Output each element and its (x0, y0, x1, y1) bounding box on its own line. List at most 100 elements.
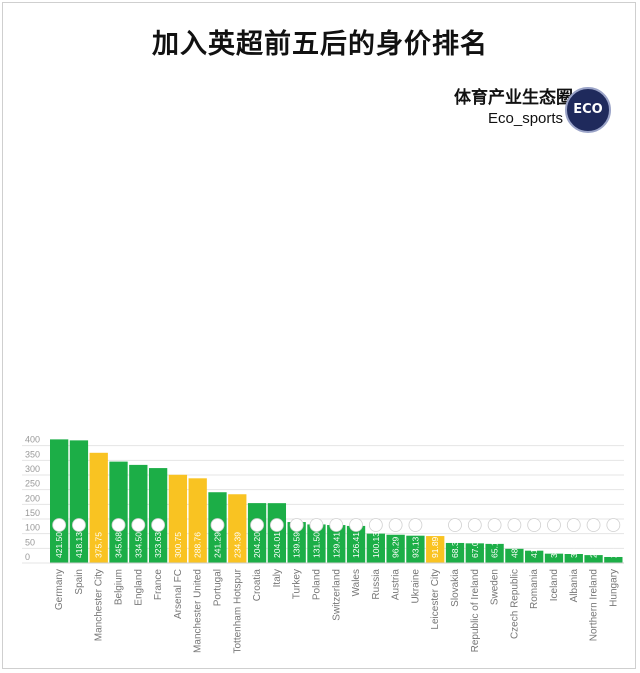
bar-value-label: 93.13 (410, 536, 420, 558)
bar (485, 543, 504, 563)
bar (129, 464, 148, 563)
x-tick-label: Manchester United (193, 569, 204, 653)
flag-austria-icon (388, 518, 403, 532)
eco-logo-icon: ECO (565, 87, 611, 133)
x-tick-label: Italy (272, 569, 283, 587)
x-tick-label: Germany (54, 569, 65, 610)
bar-value-label: 375.75 (94, 532, 104, 558)
bar-value-label: 418.13 (74, 532, 84, 558)
bar (544, 553, 564, 563)
bar-value-label: 139.59 (292, 532, 302, 558)
x-tick-label: Iceland (549, 569, 560, 601)
bar-value-label: 26.94 (589, 536, 599, 558)
bar-value-label: 67.02 (470, 536, 480, 558)
bar (426, 536, 445, 563)
bar-value-label: 68.33 (450, 536, 460, 558)
bar (386, 534, 405, 563)
flag-romania-icon (527, 518, 542, 532)
bar (525, 550, 544, 563)
bar (406, 535, 425, 563)
bar-value-label: 204.20 (252, 532, 262, 558)
flag-russia-icon (368, 518, 383, 532)
bar (287, 522, 306, 563)
flag-france-icon (151, 518, 166, 532)
flag-czech-republic-icon (507, 518, 522, 532)
x-tick-label: Republic of Ireland (470, 569, 481, 652)
brand-name-en: Eco_sports (488, 110, 564, 127)
x-tick-label: Arsenal FC (173, 569, 184, 619)
bar-value-label: 41.99 (529, 536, 539, 558)
bar (148, 468, 168, 563)
bar (584, 555, 603, 563)
bar (327, 525, 346, 563)
bar (307, 524, 326, 563)
flag-albania-icon (566, 518, 581, 532)
x-tick-label: Tottenham Hotspur (232, 568, 243, 653)
x-tick-label: Leicester City (430, 569, 441, 630)
x-tick-label: Portugal (212, 569, 223, 606)
bar-value-label: 96.29 (391, 536, 401, 558)
bar-value-label: 91.89 (430, 536, 440, 558)
bar-value-label: 48.39 (509, 536, 519, 558)
x-tick-label: Czech Republic (509, 569, 520, 639)
chart-title: 加入英超前五后的身价排名 (152, 29, 488, 60)
bar (465, 543, 484, 563)
flag-spain-icon (72, 518, 86, 532)
flag-portugal-icon (210, 518, 225, 532)
bar-value-label: 323.63 (153, 532, 163, 558)
flag-slovakia-icon (448, 518, 462, 532)
x-tick-label: Spain (74, 569, 85, 595)
bar (168, 474, 188, 563)
x-tick-label: England (133, 569, 144, 606)
bar-value-label: 234.39 (232, 532, 242, 558)
x-tick-label: Manchester City (94, 569, 105, 641)
bar (228, 494, 247, 563)
bar-value-label: 20.49 (608, 536, 618, 558)
bar-value-label: 30.67 (569, 536, 579, 558)
flag-turkey-icon (289, 518, 304, 532)
bar-value-label: 31.85 (549, 536, 559, 558)
flag-ireland-icon (467, 518, 482, 532)
y-tick-label: 250 (25, 479, 40, 489)
bar (247, 503, 267, 563)
x-tick-label: Sweden (490, 569, 501, 605)
y-tick-label: 300 (25, 464, 40, 474)
bar-value-label: 65.18 (490, 536, 500, 558)
bar-value-label: 334.50 (133, 532, 143, 558)
y-tick-label: 150 (25, 508, 40, 518)
flag-sweden-icon (487, 518, 502, 532)
x-tick-label: Albania (569, 569, 580, 603)
bar-value-label: 241.29 (212, 532, 222, 558)
x-tick-label: Austria (391, 569, 402, 601)
bar (346, 525, 366, 563)
bar (188, 478, 207, 563)
flag-hungary-icon (606, 518, 621, 532)
y-tick-label: 350 (25, 449, 40, 459)
bar (69, 440, 89, 563)
flag-poland-icon (309, 518, 324, 532)
flag-ukraine-icon (408, 518, 423, 532)
flag-croatia-icon (250, 518, 264, 532)
bar-value-label: 345.68 (114, 532, 124, 558)
bar (445, 542, 465, 563)
x-tick-label: Ukraine (410, 569, 421, 604)
bar-value-label: 421.50 (54, 532, 64, 558)
bar (505, 548, 524, 563)
flag-italy-icon (269, 518, 284, 532)
brand-watermark: 体育产业生态圈 Eco_sports (454, 88, 573, 130)
x-tick-label: Poland (311, 569, 322, 600)
flag-iceland-icon (547, 518, 561, 532)
y-tick-label: 200 (25, 493, 40, 503)
x-tick-label: Croatia (252, 569, 263, 602)
bar-value-label: 204.01 (272, 532, 282, 558)
bar-value-label: 131.50 (311, 532, 321, 558)
y-tick-label: 50 (25, 537, 35, 547)
flag-wales-icon (349, 518, 363, 532)
flag-switzerland-icon (329, 518, 344, 532)
x-tick-label: Switzerland (331, 569, 342, 621)
x-tick-label: Turkey (292, 569, 303, 599)
x-tick-label: Russia (371, 569, 382, 600)
bar-value-label: 300.75 (173, 532, 183, 558)
